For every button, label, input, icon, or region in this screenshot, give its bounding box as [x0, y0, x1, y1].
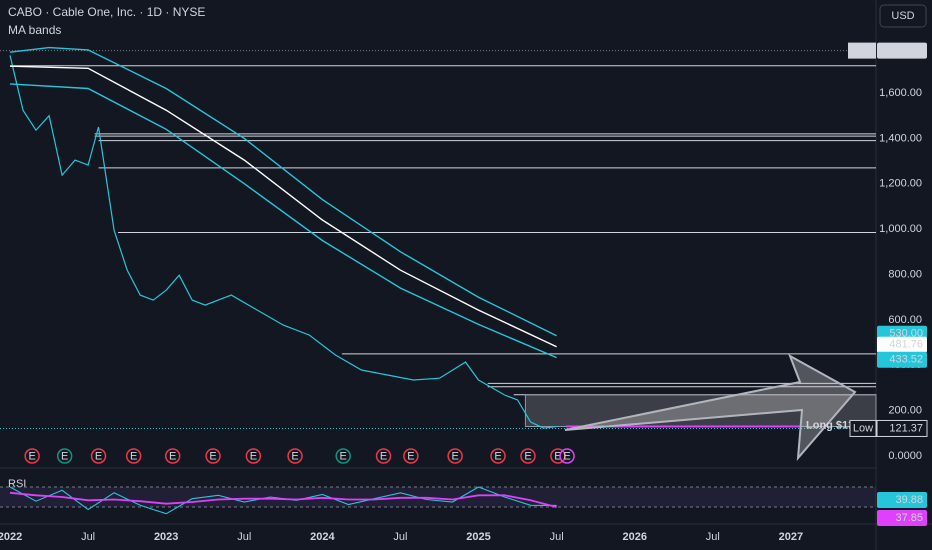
y-tick-label: 1,000.00 [879, 223, 922, 235]
earnings-badge [403, 448, 419, 464]
y-tick-label: 1,600.00 [879, 87, 922, 99]
earnings-marker: E [24, 448, 40, 464]
x-tick-label: Jul [237, 531, 251, 543]
earnings-letter: E [554, 450, 561, 462]
x-tick-label: Jul [393, 531, 407, 543]
price-badge-label: 481.76 [889, 339, 923, 351]
earnings-badge [245, 448, 262, 464]
earnings-marker: E [559, 448, 575, 464]
earnings-marker: E [403, 448, 419, 464]
y-tick-label: 1,400.00 [879, 132, 922, 144]
y-tick-label: 1,200.00 [879, 178, 922, 190]
x-tick-label: 2023 [154, 531, 178, 543]
earnings-letter: E [407, 450, 414, 462]
rsi-badge [877, 492, 927, 508]
x-tick-label: Jul [706, 531, 720, 543]
x-tick-label: Jul [550, 531, 564, 543]
rsi-badge-label: 39.88 [895, 494, 923, 506]
earnings-marker: E [164, 448, 181, 464]
projection-arrow [564, 353, 857, 461]
earnings-letter: E [291, 450, 298, 462]
earnings-letter: E [209, 450, 216, 462]
ma-band [9, 83, 557, 359]
earnings-marker: E [205, 448, 221, 464]
earnings-badge [447, 448, 463, 464]
earnings-badge [205, 448, 221, 464]
low-tag [849, 419, 877, 437]
earnings-letter: E [340, 450, 347, 462]
earnings-marker: E [375, 448, 392, 464]
low-badge-label: 121.37 [889, 422, 923, 434]
currency-button[interactable] [879, 4, 927, 28]
earnings-badge [490, 448, 506, 464]
earnings-letter: E [95, 450, 102, 462]
earnings-badge [125, 448, 142, 464]
x-tick-label: 2025 [466, 531, 490, 543]
y-tick-label: 200.00 [888, 405, 922, 417]
rsi-line [9, 491, 557, 508]
x-tick-label: 2024 [310, 531, 335, 543]
earnings-letter: E [451, 450, 458, 462]
earnings-marker: E [125, 448, 142, 464]
x-tick-label: Jul [81, 531, 95, 543]
earnings-letter: E [61, 450, 68, 462]
earnings-marker: E [287, 448, 303, 464]
price-badge-label: 1,786.76 [880, 45, 923, 57]
earnings-badge [550, 448, 566, 464]
earnings-badge [559, 448, 575, 464]
earnings-letter: E [169, 450, 176, 462]
earnings-marker: E [550, 448, 566, 464]
earnings-letter: E [494, 450, 501, 462]
earnings-marker: E [520, 448, 536, 464]
earnings-letter: E [563, 450, 570, 462]
earnings-badge [335, 448, 351, 464]
earnings-badge [375, 448, 392, 464]
earnings-badge [287, 448, 303, 464]
rsi-badge-label: 37.85 [895, 512, 923, 524]
y-tick-label: 600.00 [888, 314, 922, 326]
earnings-marker: E [90, 448, 107, 464]
earnings-badge [24, 448, 40, 464]
ma-band [9, 65, 557, 348]
earnings-badge [520, 448, 536, 464]
earnings-marker: E [335, 448, 351, 464]
price-badge [877, 336, 927, 353]
earnings-marker: E [245, 448, 262, 464]
currency-label[interactable]: USD [891, 10, 914, 22]
earnings-badge [56, 448, 73, 464]
y-tick-label: 0.0000 [888, 450, 922, 462]
price-line [9, 55, 557, 429]
earnings-letter: E [28, 450, 35, 462]
earnings-badge [90, 448, 107, 464]
earnings-letter: E [380, 450, 387, 462]
earnings-letter: E [524, 450, 531, 462]
earnings-marker: E [490, 448, 506, 464]
low-tag-label: Low [853, 422, 873, 434]
earnings-marker: E [447, 448, 463, 464]
chart-subtitle: MA bands [8, 23, 61, 37]
rsi-badge [877, 510, 927, 526]
price-badge-label: 530.00 [889, 328, 923, 340]
low-badge [876, 419, 928, 437]
high-tag-label: High [851, 45, 874, 57]
long-label: Long $130 [806, 419, 860, 431]
price-badge-label: 433.52 [889, 354, 923, 366]
x-tick-label: 2022 [0, 531, 22, 543]
y-tick-label: 800.00 [888, 268, 922, 280]
rsi-band [0, 487, 876, 507]
high-tag [848, 42, 876, 59]
earnings-letter: E [130, 450, 137, 462]
price-badge [877, 351, 927, 368]
chart-title: CABO · Cable One, Inc. · 1D · NYSE [8, 5, 205, 19]
earnings-marker: E [56, 448, 73, 464]
ma-band [9, 46, 557, 337]
x-tick-label: 2026 [622, 531, 646, 543]
price-badge [877, 42, 927, 59]
earnings-letter: E [250, 450, 257, 462]
x-tick-label: 2027 [779, 531, 803, 543]
position-box [524, 394, 877, 428]
earnings-badge [164, 448, 181, 464]
